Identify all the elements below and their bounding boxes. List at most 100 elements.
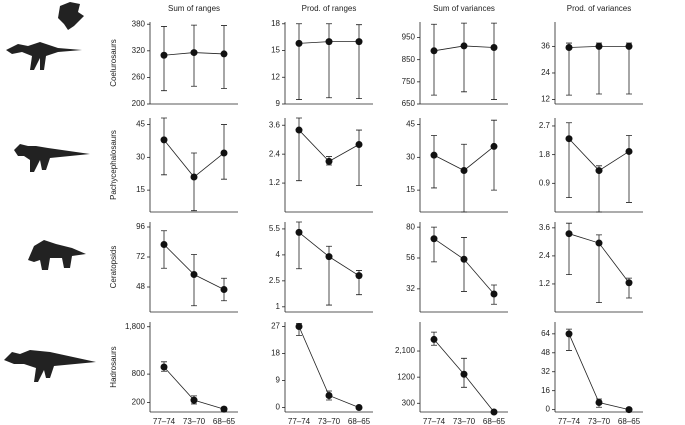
point	[190, 49, 198, 57]
point	[220, 286, 228, 293]
point	[460, 42, 468, 50]
y-tick-label: 32	[541, 367, 550, 376]
y-tick-label: 800	[132, 369, 146, 378]
y-axis	[284, 222, 373, 313]
y-tick-label: 48	[136, 282, 145, 291]
y-tick-label: 0.9	[539, 178, 551, 187]
hadrosaur	[4, 350, 96, 382]
y-tick-label: 2.7	[539, 121, 551, 130]
y-axis	[149, 22, 238, 105]
y-tick-label: 64	[541, 329, 550, 338]
ceratopsid	[28, 240, 86, 270]
y-tick-label: 56	[406, 253, 415, 262]
y-tick-label: 320	[132, 46, 146, 55]
point	[355, 38, 363, 46]
x-tick-label: 73–70	[318, 417, 341, 425]
y-tick-label: 1.8	[539, 150, 551, 159]
point	[565, 135, 573, 143]
y-axis	[284, 118, 373, 213]
point	[355, 272, 363, 280]
x-tick-label: 68–65	[483, 417, 506, 425]
y-tick-label: 18	[271, 19, 280, 28]
chart-title: Sum of variances	[433, 4, 495, 13]
chart-title: Sum of ranges	[168, 4, 220, 13]
point	[565, 230, 573, 238]
line	[568, 333, 630, 411]
error-bar	[461, 237, 467, 292]
point	[460, 166, 468, 174]
x-tick-label: 68–65	[213, 417, 236, 425]
point	[160, 136, 168, 144]
error-bar	[296, 23, 302, 100]
error-bar	[326, 23, 332, 99]
y-tick-label: 200	[132, 398, 146, 407]
error-bar	[431, 23, 437, 96]
point	[460, 370, 468, 378]
point	[430, 151, 438, 159]
y-tick-label: 12	[271, 72, 280, 81]
x-tick-label: 77–74	[423, 417, 446, 425]
point	[295, 228, 303, 236]
point	[460, 255, 468, 263]
point	[160, 363, 168, 371]
y-tick-label: 2,100	[395, 346, 416, 355]
error-bar	[566, 42, 572, 96]
point	[295, 323, 303, 330]
y-tick-label: 15	[136, 185, 145, 194]
y-tick-label: 200	[132, 99, 146, 108]
y-tick-label: 45	[406, 120, 415, 129]
point	[595, 167, 603, 175]
y-tick-label: 1	[276, 302, 281, 311]
y-tick-label: 3.6	[539, 223, 551, 232]
point	[355, 404, 363, 411]
point	[625, 147, 633, 155]
error-bar	[191, 254, 197, 307]
x-tick-label: 77–74	[288, 417, 311, 425]
error-bar	[491, 22, 497, 100]
y-tick-label: 2.4	[539, 251, 551, 260]
y-axis	[149, 118, 238, 213]
point	[220, 405, 228, 413]
point	[490, 142, 498, 150]
y-tick-label: 380	[132, 19, 146, 28]
y-tick-label: 36	[541, 41, 550, 50]
y-tick-label: 9	[276, 376, 281, 385]
y-axis	[554, 22, 643, 105]
point	[160, 241, 168, 248]
y-tick-label: 260	[132, 73, 146, 82]
point	[295, 126, 303, 134]
x-tick-label: 77–74	[153, 417, 176, 425]
y-axis	[284, 322, 373, 413]
x-tick-label: 68–65	[348, 417, 371, 425]
y-tick-label: 650	[402, 99, 416, 108]
y-tick-label: 18	[271, 349, 280, 358]
y-axis-label: Coelurosaurs	[109, 39, 118, 87]
y-tick-label: 96	[136, 222, 145, 231]
point	[565, 330, 573, 338]
y-axis-label: Pachycephalosaurs	[109, 130, 118, 200]
error-bar	[431, 226, 437, 263]
x-tick-label: 73–70	[183, 417, 206, 425]
error-bar	[161, 230, 167, 269]
error-bar	[431, 135, 437, 189]
point	[295, 39, 303, 47]
y-tick-label: 24	[541, 68, 550, 77]
y-tick-label: 72	[136, 252, 145, 261]
y-tick-label: 15	[406, 185, 415, 194]
error-bar	[356, 24, 362, 100]
coelurosaur	[6, 42, 82, 70]
pachycephalosaur	[14, 144, 90, 172]
point	[355, 141, 363, 149]
y-tick-label: 32	[406, 284, 415, 293]
x-tick-label: 68–65	[618, 417, 641, 425]
point	[595, 42, 603, 50]
point	[190, 173, 198, 181]
y-axis-label: Ceratopsids	[109, 246, 118, 289]
y-tick-label: 12	[541, 95, 550, 104]
x-tick-label: 77–74	[558, 417, 581, 425]
y-tick-label: 15	[271, 46, 280, 55]
point	[430, 47, 438, 55]
y-axis	[284, 22, 373, 105]
error-bar	[461, 22, 467, 93]
